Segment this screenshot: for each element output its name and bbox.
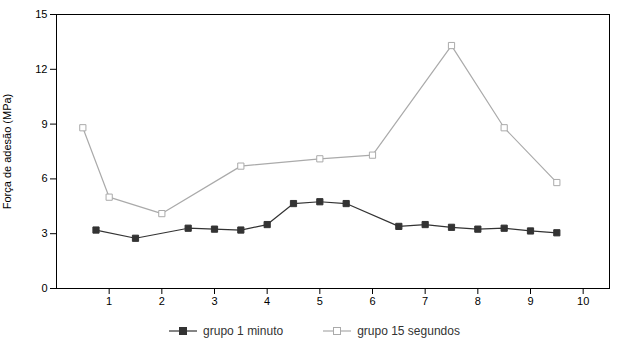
svg-text:1: 1 [106, 295, 112, 307]
svg-text:9: 9 [41, 118, 47, 130]
svg-text:2: 2 [159, 295, 165, 307]
svg-text:0: 0 [41, 282, 47, 294]
svg-text:3: 3 [211, 295, 217, 307]
svg-text:8: 8 [475, 295, 481, 307]
svg-text:3: 3 [41, 227, 47, 239]
svg-text:6: 6 [369, 295, 375, 307]
html-text:grupo 15 segundos: grupo 15 segundos [357, 324, 460, 338]
svg-text:9: 9 [527, 295, 533, 307]
html-text:grupo 1 minuto: grupo 1 minuto [203, 324, 284, 338]
svg-text:15: 15 [35, 8, 47, 20]
svg-text:6: 6 [41, 172, 47, 184]
svg-text:10: 10 [577, 295, 589, 307]
svg-text:7: 7 [422, 295, 428, 307]
svg-text:12: 12 [35, 63, 47, 75]
svg-text:5: 5 [317, 295, 323, 307]
svg-text:4: 4 [264, 295, 270, 307]
svg-text:Força de adesão (MPa): Força de adesão (MPa) [1, 94, 13, 210]
